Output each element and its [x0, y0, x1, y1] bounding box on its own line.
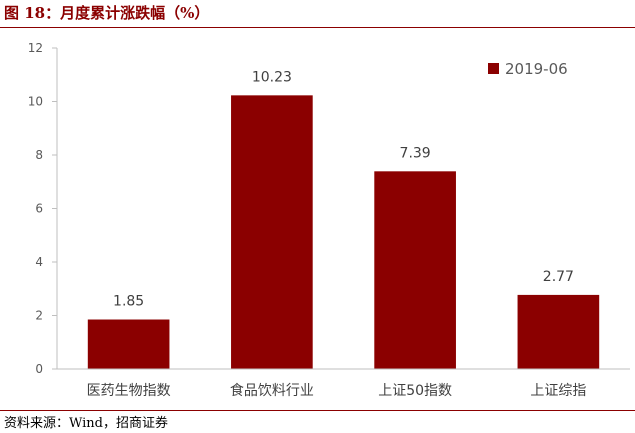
data-label: 2.77: [543, 269, 574, 285]
y-tick-label: 12: [28, 41, 43, 55]
data-label: 1.85: [113, 294, 144, 310]
bars: 1.85 10.23 7.39 2.77: [87, 69, 600, 369]
legend-swatch: [488, 63, 499, 74]
y-tick-label: 8: [35, 148, 43, 162]
category-label: 食品饮料行业: [230, 382, 314, 399]
category-label: 上证综指: [530, 383, 586, 399]
chart-title: 图 18：月度累计涨跌幅（%）: [4, 4, 210, 22]
legend-label: 2019-06: [505, 60, 568, 78]
bar: [517, 294, 600, 369]
bottom-divider: [0, 410, 635, 411]
bar: [231, 95, 313, 369]
y-tick-label: 10: [28, 95, 43, 109]
y-tick-label: 4: [35, 255, 43, 269]
bar: [374, 171, 456, 369]
y-tick-label: 2: [35, 309, 43, 323]
y-tick-label: 6: [35, 202, 43, 216]
category-label: 医药生物指数: [87, 383, 171, 399]
source-note: 资料来源：Wind，招商证券: [4, 416, 168, 431]
top-divider: [0, 27, 635, 28]
x-axis: 医药生物指数 食品饮料行业 上证50指数 上证综指: [57, 368, 630, 399]
data-label: 7.39: [400, 145, 431, 161]
legend: 2019-06: [488, 60, 568, 78]
y-tick-label: 0: [35, 362, 43, 376]
category-label: 上证50指数: [378, 383, 452, 399]
y-axis: 0 2 4 6 8 10 12: [28, 41, 58, 376]
data-label: 10.23: [252, 69, 292, 85]
bar: [87, 319, 170, 369]
